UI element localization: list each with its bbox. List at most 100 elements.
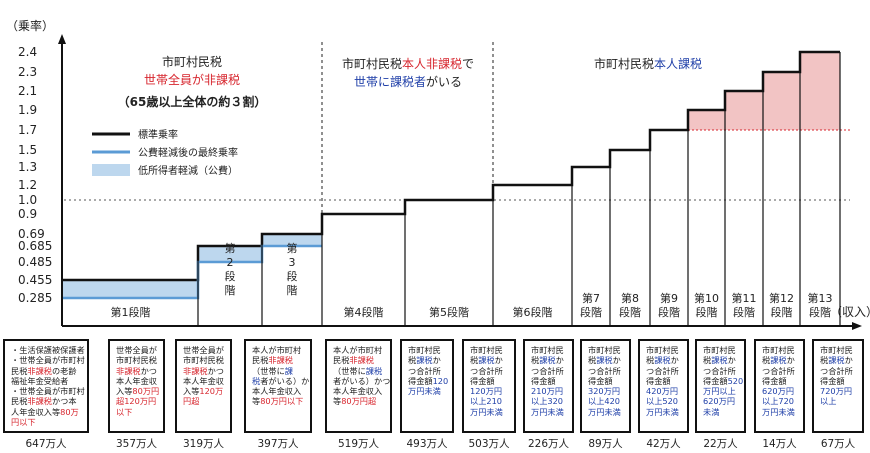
population-count-stage-7: 503万人 <box>468 438 510 450</box>
criteria-segment: 本人年金収 <box>183 375 224 386</box>
criteria-segment: 税 <box>588 355 597 366</box>
criteria-segment: 課税 <box>478 355 495 366</box>
criteria-line: 円以下 <box>11 417 83 427</box>
criteria-segment: 者がいる）かつ <box>260 375 312 386</box>
criteria-segment: つ合計所 <box>588 365 621 376</box>
criteria-line: 民税非課税 <box>333 355 386 365</box>
criteria-line: 市町村民税 <box>183 355 226 365</box>
criteria-segment: 市町村民 <box>646 345 679 355</box>
criteria-line: 120万円 <box>470 386 510 396</box>
criteria-segment: 税 <box>470 355 479 366</box>
criteria-segment: 得金額 <box>531 375 556 386</box>
criteria-box-stage-2: 世帯全員が 市町村民税 非課税かつ 本人年金収 入等80万円 超120万円 以下 <box>108 339 165 433</box>
criteria-line: 320万円 <box>588 386 625 396</box>
zone1-note: （65歳以上全体の約３割） <box>118 94 267 109</box>
criteria-line: 得金額 <box>762 376 799 386</box>
y-axis-arrow <box>58 34 66 44</box>
stage-label-7-1: 段階 <box>580 305 602 319</box>
criteria-line: 税課税か <box>470 355 510 365</box>
criteria-segment: 課税 <box>596 355 613 366</box>
population-count-stage-1: 647万人 <box>25 438 67 450</box>
criteria-segment: 円超 <box>183 396 200 407</box>
criteria-segment: 以上720 <box>762 396 795 407</box>
criteria-segment: 非課税 <box>27 396 52 407</box>
criteria-line: 本人年金収 <box>183 376 226 386</box>
criteria-segment: 入等 <box>116 386 133 396</box>
y-axis-label: （乗率） <box>6 18 54 33</box>
criteria-segment: かつ <box>140 365 157 376</box>
criteria-line: 税課税か <box>762 355 799 365</box>
y-tick-label-2: 2.1 <box>18 84 37 98</box>
criteria-segment: ・生活保護被保護者 <box>11 345 85 355</box>
criteria-line: 本人年金収入 <box>333 386 386 396</box>
criteria-segment: 得金額 <box>470 375 495 386</box>
criteria-line: 万円未満 <box>762 407 799 417</box>
stage-label-3-3: 階 <box>287 283 298 297</box>
criteria-line: 以上 <box>820 396 858 406</box>
zone3-title: 市町村民税本人課税 <box>594 56 702 71</box>
criteria-segment: 以上210 <box>470 396 503 407</box>
population-count-stage-5: 519万人 <box>337 438 380 450</box>
criteria-segment: 市町村民税 <box>116 355 157 366</box>
criteria-line: つ合計所 <box>588 366 625 376</box>
criteria-box-stage-6: 市町村民 税課税か つ合計所 得金額120 万円未満 <box>400 339 454 433</box>
criteria-line: 得金額 <box>646 376 683 386</box>
criteria-segment: 課税 <box>539 355 556 366</box>
criteria-line: 非課税かつ <box>183 366 226 376</box>
stage-label-1-0: 第1段階 <box>111 305 151 319</box>
stage-label-12-1: 段階 <box>771 305 793 319</box>
criteria-line: 市町村民税 <box>116 355 159 365</box>
criteria-line: 本人が市町村 <box>252 345 306 355</box>
criteria-segment: の老齢 <box>51 365 77 376</box>
criteria-segment: 得金額 <box>820 375 845 386</box>
criteria-segment: 得金額 <box>703 375 728 386</box>
criteria-segment: ・世帯全員が市町村 <box>11 355 85 366</box>
criteria-segment: 120 <box>432 375 449 386</box>
criteria-segment: 円以下 <box>11 416 36 427</box>
subsidy-fill-stage-1 <box>63 280 198 298</box>
legend-label-standard: 標準乗率 <box>138 128 178 141</box>
criteria-segment: 620万円 <box>762 386 795 396</box>
criteria-segment: 課税 <box>654 355 671 366</box>
criteria-segment: 万円未満 <box>588 406 621 417</box>
stage-label-11-1: 段階 <box>733 305 755 319</box>
criteria-segment: か <box>432 355 441 366</box>
criteria-box-stage-1: ・生活保護被保護者 ・世帯全員が市町村 民税非課税の老齢 福祉年金受給者 ・世帯全員が市… <box>3 339 89 433</box>
criteria-box-stage-3: 世帯全員が 市町村民税 非課税かつ 本人年金収 入等120万 円超 <box>175 339 232 433</box>
criteria-line: 円超 <box>183 396 226 406</box>
criteria-box-stage-5: 本人が市町村 民税非課税 （世帯に課税 者がいる）かつ 本人年金収入 等80万円超 <box>325 339 392 433</box>
criteria-segment: かつ本 <box>51 396 77 407</box>
criteria-segment: 非課税 <box>116 365 141 376</box>
y-tick-label-14: 0.285 <box>18 291 52 305</box>
criteria-box-stage-4: 本人が市町村 民税非課税 （世帯に課 税者がいる）かつ 本人年金収入 等80万円以下 <box>244 339 312 433</box>
criteria-line: （世帯に課税 <box>333 366 386 376</box>
criteria-segment: 市町村民 <box>762 345 795 355</box>
criteria-segment: 非課税 <box>27 365 52 376</box>
criteria-line: 本人が市町村 <box>333 345 386 355</box>
criteria-segment: か <box>786 355 795 366</box>
criteria-line: 世帯全員が <box>183 345 226 355</box>
criteria-segment: 未満 <box>703 406 720 417</box>
criteria-segment: 320万円 <box>588 386 621 396</box>
criteria-line: 得金額 <box>531 376 568 386</box>
criteria-segment: つ合計所 <box>531 365 564 376</box>
stage-label-2-1: 2 <box>227 256 234 269</box>
stage-label-13-1: 段階 <box>809 305 831 319</box>
y-tick-label-4: 1.7 <box>18 123 37 137</box>
criteria-line: 万円未満 <box>646 407 683 417</box>
criteria-box-stage-8: 市町村民 税課税か つ合計所 得金額 210万円 以上320 万円未満 <box>523 339 574 433</box>
y-tick-label-7: 1.2 <box>18 178 37 192</box>
stage-label-12-0: 第12 <box>769 291 794 305</box>
criteria-segment: 120万円 <box>470 386 503 396</box>
criteria-line: つ合計所 <box>646 366 683 376</box>
criteria-segment: 税 <box>820 355 829 366</box>
criteria-segment: 万円未満 <box>531 406 564 417</box>
high-rate-band-11 <box>725 91 763 130</box>
criteria-line: 万円以上 <box>703 386 740 396</box>
criteria-line: 税課税か <box>646 355 683 365</box>
stage-label-8-1: 段階 <box>619 305 641 319</box>
criteria-box-stage-7: 市町村民 税課税か つ合計所 得金額 120万円 以上210 万円未満 <box>462 339 516 433</box>
criteria-segment: か <box>494 355 503 366</box>
population-count-stage-10: 42万人 <box>646 438 681 450</box>
criteria-segment: 80万円 <box>132 386 160 396</box>
